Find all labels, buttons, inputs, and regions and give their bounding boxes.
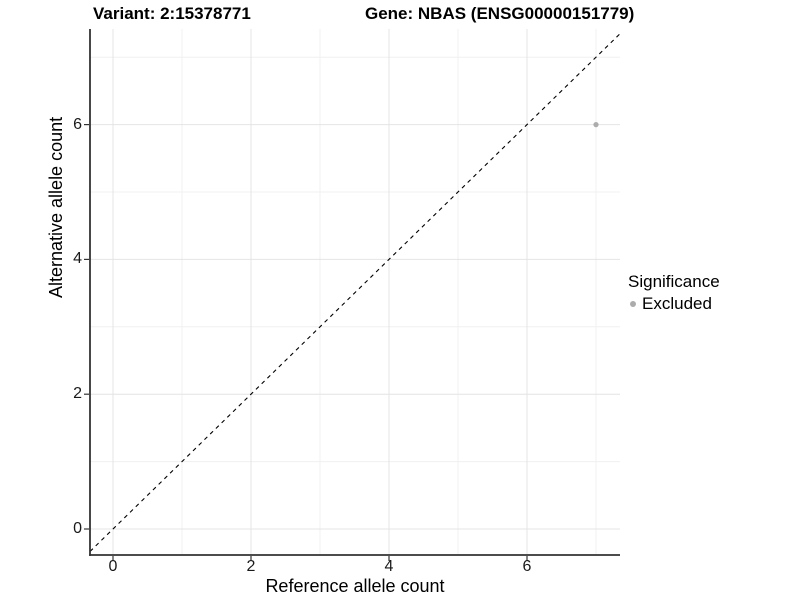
plot-title-variant: Variant: 2:15378771 [93, 4, 251, 23]
y-tick-label: 0 [73, 520, 82, 537]
identity-line [89, 33, 621, 552]
legend: Significance Excluded [628, 271, 720, 314]
legend-item-excluded: Excluded [628, 293, 720, 314]
x-axis-title: Reference allele count [265, 576, 445, 596]
x-tick-label: 2 [246, 558, 256, 575]
legend-title: Significance [628, 272, 720, 291]
legend-key-dot-icon [630, 300, 636, 307]
plot-title-gene: Gene: NBAS (ENSG00000151779) [365, 4, 635, 23]
legend-item-label: Excluded [642, 294, 712, 313]
y-tick-label: 6 [73, 116, 82, 133]
x-tick-label: 6 [522, 558, 532, 575]
x-tick-label: 4 [384, 558, 394, 575]
y-tick-label: 2 [73, 385, 82, 402]
x-tick-label: 0 [108, 558, 118, 575]
y-tick-label: 4 [73, 250, 82, 267]
data-point [593, 122, 599, 128]
